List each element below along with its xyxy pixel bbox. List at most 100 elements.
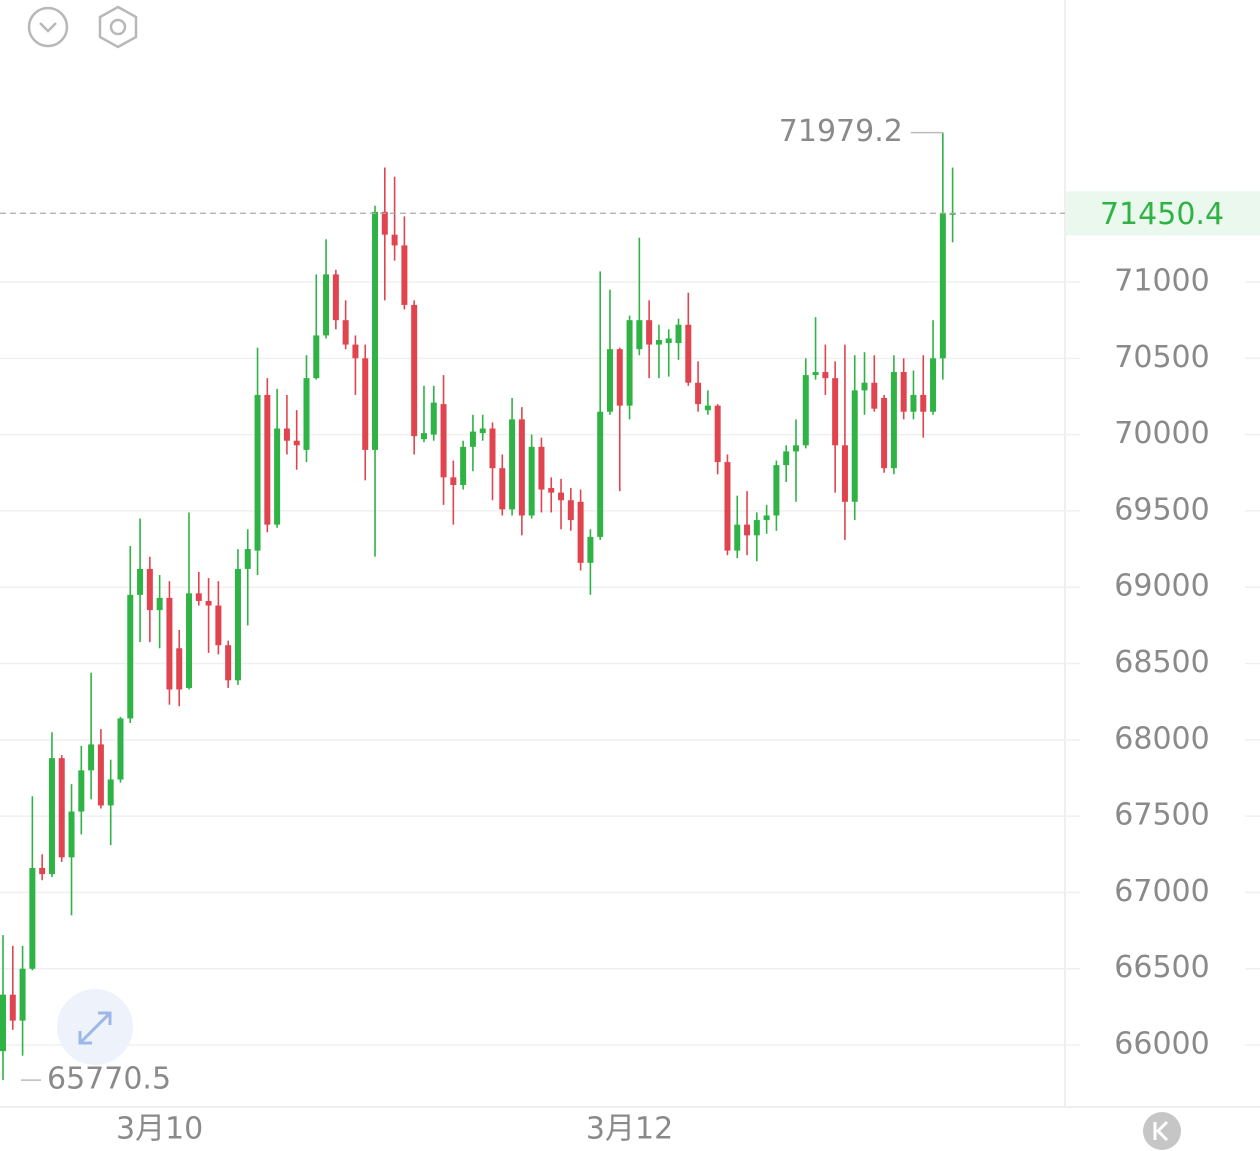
current-price-bg [1066,191,1260,236]
candle-body [861,382,868,391]
candle-body [646,320,653,345]
y-tick-label: 69000 [1114,569,1209,604]
candle-body [822,372,829,379]
candle-body [949,213,956,215]
y-tick-label: 70500 [1114,340,1209,375]
candle-body [205,600,212,606]
candle-body [391,234,398,246]
candle-body [411,304,418,437]
candle-body [323,274,330,336]
y-tick-label: 71000 [1114,264,1209,299]
candle-body [675,324,682,344]
candle-body [137,568,144,595]
candle-body [587,536,594,563]
candle-body [528,446,535,516]
candle-body [783,451,790,466]
candle-body [548,488,555,493]
y-tick-label: 67500 [1114,798,1209,833]
candle-body [234,568,241,681]
candle-body [430,402,437,435]
candle-body [352,344,359,359]
candle-body [616,349,623,406]
candle-body [930,358,937,412]
candle-body [97,744,104,806]
candle-body [293,440,300,446]
candle-body [254,394,261,551]
back-to-latest-icon [1153,1120,1169,1142]
candle-body [792,445,799,452]
candle-body [655,340,662,345]
candle-body [274,428,281,525]
candle-body [225,645,232,681]
candle-body [450,477,457,485]
candle-body [166,597,173,690]
candle-body [264,394,271,525]
candle-body [753,520,760,536]
candle-body [851,390,858,502]
candle-body [577,501,584,563]
candle-body [890,372,897,469]
candle-body [313,335,320,379]
candle-body [636,320,643,350]
candle-body [19,968,26,1021]
settings-button[interactable] [98,5,138,49]
candle-body [156,597,163,611]
candle-body [685,324,692,383]
candle-body [107,779,114,806]
y-tick-label: 67000 [1114,874,1209,909]
candle-body [9,994,16,1021]
candle-body [117,718,124,780]
max-label: 71979.2 [779,114,903,149]
candle-body [58,758,65,858]
y-tick-label: 66500 [1114,950,1209,985]
candle-body [420,433,427,440]
candle-body [841,445,848,502]
candle-body [920,394,927,412]
candle-body [283,428,290,441]
candle-body [186,593,193,688]
candle-body [763,515,770,521]
candle-body [0,994,6,1052]
candle-body [48,758,55,875]
candle-body [606,349,613,412]
candle-body [518,419,525,516]
candle-body [910,394,917,412]
candle-body [215,605,222,646]
candle-body [332,274,339,321]
candle-body [146,568,153,611]
min-label: 65770.5 [47,1062,171,1097]
candle-body [342,320,349,345]
y-tick-label: 68500 [1114,645,1209,680]
settings-icon [109,18,127,36]
candle-body [802,375,809,446]
candle-body [626,320,633,406]
current-price-label: 71450.4 [1100,197,1224,232]
x-tick-label: 3月12 [586,1112,673,1147]
candle-body [881,397,888,469]
candle-body [372,211,379,450]
candle-body [538,446,545,490]
back-to-latest-button[interactable] [1143,1112,1181,1150]
candle-body [489,428,496,469]
candle-body [39,868,46,875]
collapse-icon [39,22,57,33]
collapse-button[interactable] [27,6,69,48]
candle-body [440,404,447,478]
candle-body [479,428,486,434]
y-tick-label: 70000 [1114,416,1209,451]
candle-body [195,593,202,601]
candle-body [832,378,839,446]
y-tick-label: 66000 [1114,1027,1209,1062]
candle-body [734,524,741,551]
candle-body [78,770,85,812]
candle-body [362,358,369,450]
candle-body [900,372,907,412]
candle-body [29,868,36,969]
candle-body [469,431,476,447]
candle-body [744,524,751,536]
candle-body [773,465,780,516]
candle-body [567,500,574,521]
candle-body [244,549,251,569]
candle-body [509,419,516,510]
candle-body [558,492,565,501]
